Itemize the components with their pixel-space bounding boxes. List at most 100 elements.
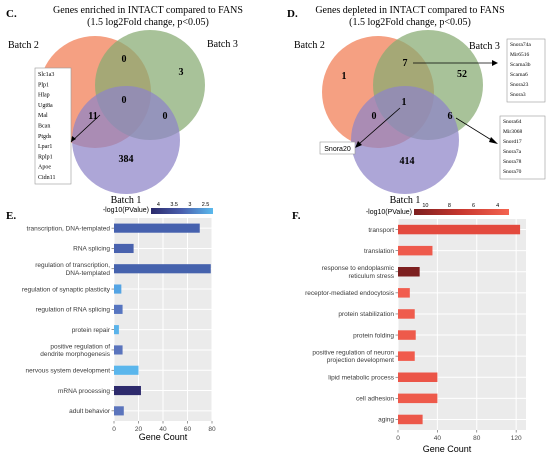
e-bar <box>114 406 124 416</box>
f-bar <box>398 351 415 361</box>
venn-d-bottom-gene-item: Mir3068 <box>503 129 523 135</box>
f-category-label: lipid metabolic process <box>328 374 395 381</box>
venn-c-count-all: 0 <box>122 95 127 106</box>
e-x-tick-label: 20 <box>135 426 143 433</box>
f-category-label: response to endoplasmic reticulum stress <box>322 265 395 280</box>
venn-d-batch2-label: Batch 2 <box>294 40 325 51</box>
panel-d-title: Genes depleted in INTACT compared to FAN… <box>315 5 504 16</box>
panel-d-label: D. <box>287 8 298 20</box>
venn-d-count-b1-only: 414 <box>400 156 415 167</box>
venn-d-count-b3-only: 52 <box>457 69 467 80</box>
e-bar <box>114 243 134 254</box>
f-bar <box>398 330 416 340</box>
venn-d-center-callout-box <box>319 141 356 155</box>
venn-c-count-b1-only: 384 <box>119 154 134 165</box>
panel-e-legend-title: -log10(PValue) <box>103 207 149 214</box>
venn-d-callout-bottom-box <box>499 115 546 180</box>
panel-e-x-axis-label: Gene Count <box>139 432 188 442</box>
venn-d-center-callout-arrowhead <box>355 141 362 148</box>
e-bar <box>114 223 200 233</box>
f-bar <box>398 245 433 256</box>
venn-d-batch1-circle <box>351 86 459 194</box>
venn-d-callout-bottom-list: Snora64 Mir3068 Snord17 Snora7a Snora78 Snora… <box>503 119 523 175</box>
venn-c-gene-item: Cidn11 <box>38 175 55 181</box>
legend-tick-label: 3.5 <box>170 202 178 208</box>
panel-e-legend-ticks: 4 3.5 3 2.5 <box>157 202 209 208</box>
venn-c-gene-item: Ugt8a <box>38 103 53 109</box>
e-category-label: regulation of synaptic plasticity <box>22 286 111 293</box>
venn-d-bottom-gene-item: Snora64 <box>503 119 522 125</box>
venn-d-top-gene-item: Mir6516 <box>510 52 530 58</box>
e-category-label: positive regulation of dendrite morphogen… <box>40 343 110 358</box>
venn-d-callout-top-arrowhead <box>492 60 498 66</box>
panel-e-label: E. <box>6 210 16 222</box>
panel-c-title: Genes enriched in INTACT compared to FAN… <box>53 5 243 16</box>
venn-c-batch3-label: Batch 3 <box>207 39 238 50</box>
venn-d-callout-bottom-line <box>455 117 494 142</box>
venn-c-gene-item: Plp1 <box>38 82 49 88</box>
venn-d-count-b2-b3: 7 <box>403 58 408 69</box>
legend-tick-label: 2.5 <box>202 202 210 208</box>
venn-c-callout-arrow-head <box>71 136 76 142</box>
f-bar <box>398 393 438 404</box>
e-category-label: RNA splicing <box>73 246 110 253</box>
e-x-tick-label: 60 <box>184 426 192 433</box>
panel-f-x-axis-label: Gene Count <box>423 444 472 454</box>
e-bar <box>114 385 141 396</box>
venn-c-gene-item: Mal <box>38 113 48 119</box>
venn-d-center-callout-line <box>358 107 401 145</box>
f-category-label: protein stabilization <box>338 311 394 318</box>
f-category-label: cell adhesion <box>356 396 394 403</box>
venn-d-count-b2-only: 1 <box>342 71 347 82</box>
f-category-label: protein folding <box>353 332 394 339</box>
f-x-tick-label: 0 <box>396 435 400 442</box>
venn-c-batch1-circle <box>72 86 180 194</box>
f-category-label: aging <box>378 417 394 424</box>
venn-d-bottom-gene-item: Snora7a <box>503 149 522 155</box>
panel-d: D. Genes depleted in INTACT compared to … <box>287 5 546 206</box>
venn-d-batch1-label: Batch 1 <box>390 195 421 206</box>
venn-d-bottom-gene-item: Snora78 <box>503 159 522 165</box>
panel-f-x-ticks: 0 40 80 120 <box>396 430 522 442</box>
e-category-label: mRNA processing <box>58 388 110 395</box>
legend-tick-label: 4 <box>496 203 499 209</box>
venn-c-gene-item: Ptgds <box>38 134 52 140</box>
e-category-label: adult behavior <box>69 408 111 415</box>
venn-c-gene-list: Slc1a3 Plp1 Hlap Ugt8a Mal Bcan Ptgds Lpar1 Rplp… <box>38 72 55 181</box>
venn-d-top-gene-item: Snora74a <box>510 42 531 48</box>
f-bar <box>398 414 423 425</box>
panel-c: C. Genes enriched in INTACT compared to … <box>6 5 243 206</box>
venn-c-count-b3-only: 3 <box>179 67 184 78</box>
venn-d-count-b2-b1: 0 <box>372 111 377 122</box>
panel-c-subtitle: (1.5 log2Fold change, p<0.05) <box>87 17 209 28</box>
f-bar <box>398 267 420 277</box>
panel-f-bars <box>398 224 521 425</box>
panel-e: E. -log10(PValue) 4 3.5 3 2.5 transcription… <box>6 202 216 442</box>
f-x-tick-label: 40 <box>434 435 442 442</box>
f-bar <box>398 372 438 382</box>
venn-c-gene-item: Rplp1 <box>38 154 53 160</box>
panel-f-legend-colorbar <box>414 209 509 215</box>
e-x-tick-label: 80 <box>208 426 216 433</box>
venn-d-callout-bottom-arrowhead <box>489 137 498 144</box>
venn-c-gene-item: Apoe <box>38 165 51 171</box>
f-x-tick-label: 120 <box>511 435 522 442</box>
panel-f: F. -log10(PValue) 10 8 6 4 transport transla… <box>292 203 526 454</box>
e-bar <box>114 325 119 335</box>
panel-f-legend-title: -log10(PValue) <box>366 209 412 216</box>
venn-c-gene-callout-box <box>34 67 72 185</box>
venn-d-top-gene-item: Scarna6 <box>510 72 528 78</box>
venn-c-gene-item: Slc1a3 <box>38 72 54 78</box>
venn-d-top-gene-item: Scarna3b <box>510 62 531 68</box>
venn-c-count-b2-b1: 11 <box>88 111 97 122</box>
venn-d-count-b3-b1: 6 <box>448 111 453 122</box>
legend-tick-label: 6 <box>472 203 475 209</box>
e-category-label: transcription, DNA-templated <box>27 225 111 232</box>
panel-f-label: F. <box>292 210 301 222</box>
f-bar <box>398 224 521 235</box>
panel-e-legend-colorbar <box>151 208 213 214</box>
e-category-label: nervous system development <box>25 367 110 374</box>
venn-c-gene-item: Hlap <box>38 93 50 99</box>
venn-d-batch3-label: Batch 3 <box>469 41 500 52</box>
